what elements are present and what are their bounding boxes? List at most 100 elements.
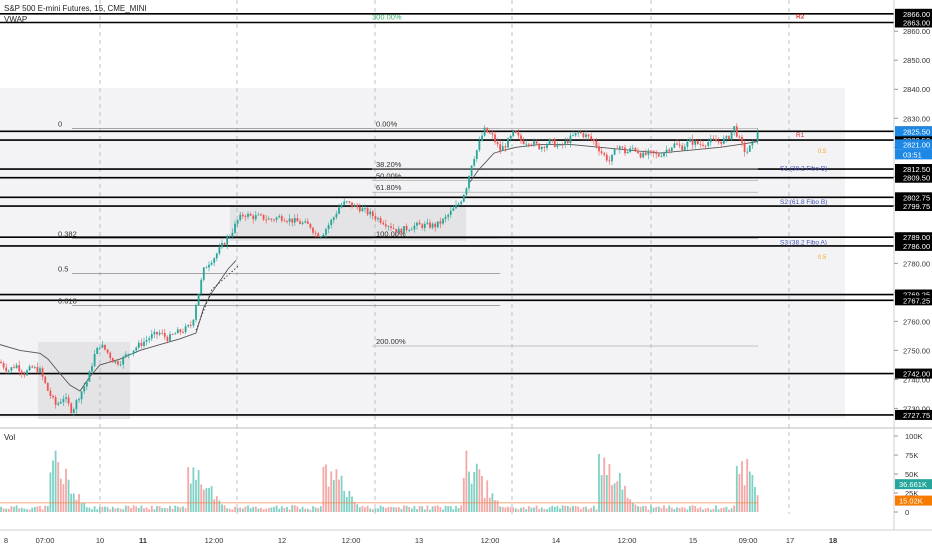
level-tag-bg-8 — [895, 232, 932, 243]
volume-bar-3156 — [314, 507, 317, 512]
volume-axis[interactable]: 100K 75K 50K 25K 0 36.661K 15.02K — [894, 432, 932, 517]
candle-body-4690 — [468, 175, 470, 189]
candle-body-244 — [23, 373, 26, 376]
volume-bar-270 — [26, 509, 28, 512]
candle-body-3624 — [361, 208, 364, 212]
candle-body-3234 — [322, 234, 325, 237]
horizontal-levels[interactable] — [0, 13, 894, 416]
volume-bar-1882 — [187, 467, 190, 512]
volume-bar-3286 — [327, 486, 330, 512]
candle-body-4508 — [449, 210, 452, 215]
candle-body-7186 — [717, 141, 720, 143]
candle-body-6510 — [650, 150, 652, 152]
volume-bar-4118 — [410, 508, 413, 512]
volume-bar-7316 — [730, 508, 733, 512]
candle-body-4274 — [426, 222, 429, 224]
volume-bar-2350 — [234, 506, 236, 512]
candle-body-6172 — [616, 148, 619, 150]
candle-body-6250 — [624, 147, 626, 154]
time-axis-label-3: 11 — [139, 536, 147, 545]
level-tag-label-10: 2769.25 — [903, 291, 930, 300]
candle-body-4638 — [462, 194, 465, 202]
price-tick-label-11: 2750.00 — [903, 346, 930, 355]
volume-bar-2480 — [247, 505, 249, 512]
volume-bar-6510 — [650, 505, 652, 512]
volume-bar-2064 — [205, 488, 208, 512]
candle-body-3104 — [309, 223, 312, 228]
volume-bar-5132 — [512, 507, 515, 512]
candle-body-2012 — [200, 279, 203, 294]
volume-bar-4066 — [405, 505, 408, 512]
volume-bar-3026 — [301, 506, 304, 512]
price-tag-label-0: 2825.50 — [903, 127, 930, 136]
candle-body-6874 — [686, 141, 689, 147]
candle-body-738 — [72, 409, 75, 413]
volume-tag-label-0: 36.661K — [899, 480, 927, 489]
volume-tick-label-1: 75K — [905, 451, 918, 460]
candle-body-5236 — [522, 140, 525, 145]
candle-body-6692 — [668, 149, 671, 151]
volume-bar-3806 — [379, 505, 382, 512]
volume-bar-3962 — [395, 507, 398, 512]
volume-bar-5678 — [566, 505, 569, 512]
candle-body-3312 — [330, 219, 333, 225]
candle-body-3416 — [340, 204, 343, 208]
candle-body-4300 — [429, 222, 431, 228]
volume-bar-946 — [93, 506, 96, 512]
volume-bar-322 — [31, 507, 34, 512]
candle-body-5990 — [598, 146, 600, 152]
volume-bar-5210 — [520, 507, 522, 512]
volume-bar-2896 — [288, 509, 291, 512]
candle-body-6458 — [644, 152, 647, 155]
candle-body-946 — [93, 353, 96, 367]
candle-body-712 — [70, 403, 73, 413]
volume-bar-4352 — [434, 505, 437, 512]
candle-body-6302 — [629, 148, 632, 152]
candle-body-1076 — [106, 349, 109, 353]
volume-bar-4976 — [496, 500, 499, 512]
candle-body-3598 — [358, 207, 361, 212]
volume-bar-3572 — [356, 504, 359, 512]
time-axis-label-13: 17 — [786, 536, 794, 545]
candle-body-5080 — [507, 138, 509, 148]
volume-bar-5080 — [507, 506, 509, 512]
volume-bar-4144 — [413, 506, 416, 512]
level-tag-label-8: 2789.00 — [903, 233, 930, 242]
time-axis[interactable]: 8 07:00 10 11 12:00 12 12:00 13 12:00 14 12:00 15 09… — [4, 536, 837, 545]
candle-body-5158 — [514, 131, 517, 133]
countdown-tag-bg — [895, 149, 932, 160]
candle-body-1336 — [132, 350, 135, 354]
candle-body-1180 — [117, 361, 119, 365]
volume-bar-4326 — [431, 506, 434, 512]
candle-body-348 — [33, 367, 36, 368]
candle-body-2636 — [262, 214, 265, 220]
candle-body-6094 — [608, 160, 611, 162]
candle-body-114 — [10, 367, 13, 371]
time-axis-label-5: 12 — [278, 536, 286, 545]
candle-body-5678 — [566, 141, 569, 144]
volume-bar-7342 — [733, 505, 736, 512]
candle-body-6666 — [665, 149, 668, 153]
fib-mid-label-2: 50.00% — [376, 172, 402, 181]
candle-body-1414 — [140, 342, 143, 346]
level-tag-bg-1 — [895, 17, 932, 28]
volume-bar-1674 — [166, 508, 169, 512]
candle-body-5470 — [546, 144, 548, 148]
candle-body-426 — [41, 368, 44, 377]
fib-mid-label-1: 38.20% — [376, 160, 402, 169]
candle-body-2038 — [202, 267, 205, 280]
candle-body-3338 — [332, 217, 335, 220]
volume-bar-2610 — [260, 507, 262, 512]
candle-body-452 — [44, 376, 47, 383]
candle-body-5652 — [564, 141, 567, 145]
volume-tick-label-2: 50K — [905, 470, 918, 479]
candle-body-2142 — [213, 258, 216, 263]
volume-bar-6770 — [676, 507, 678, 512]
volume-bar-2428 — [241, 508, 244, 512]
fibonacci-levels[interactable]: 0 0.382 0.5 0.618 0.00% 38.20% 50.00% 61.80% 100… — [58, 13, 758, 347]
candle-body-5834 — [582, 133, 585, 138]
volume-bar-1414 — [140, 505, 143, 512]
candle-body-5418 — [540, 146, 543, 150]
